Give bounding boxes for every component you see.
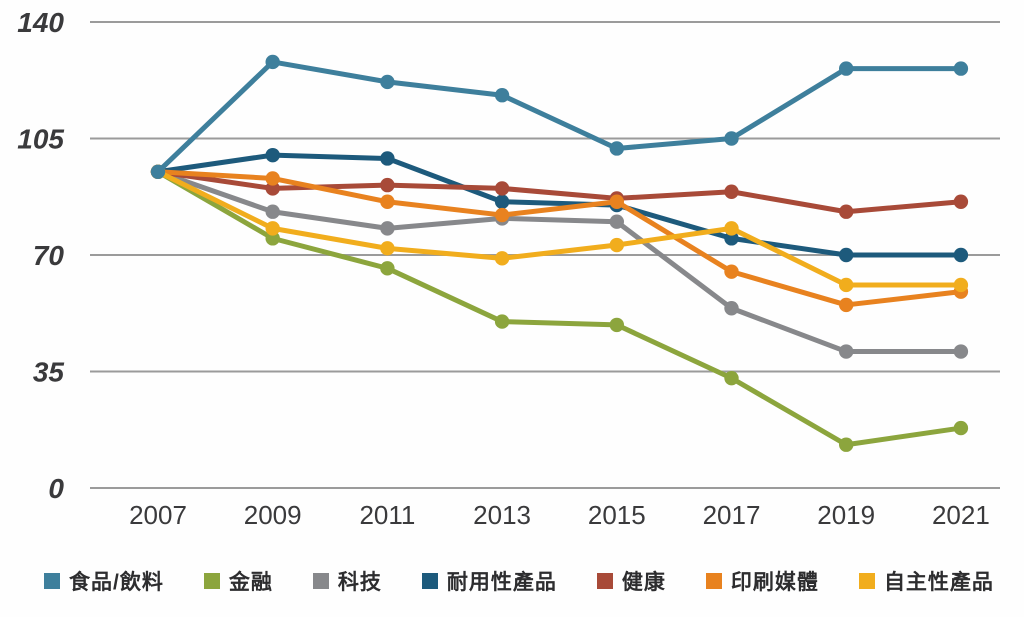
legend-label: 自主性產品: [883, 571, 994, 594]
data-point-marker: [494, 251, 510, 266]
legend-item: 食品/飲料: [44, 566, 164, 596]
data-point-marker: [953, 344, 969, 359]
data-point-marker: [609, 194, 624, 209]
legend-swatch-icon: [312, 573, 329, 589]
legend-item: 耐用性產品: [421, 566, 557, 596]
legend-swatch-icon: [203, 573, 220, 589]
data-point-marker: [150, 164, 166, 179]
data-point-marker: [839, 277, 854, 293]
legend-label: 科技: [337, 571, 382, 594]
x-axis-tick-label: 2009: [244, 500, 302, 530]
series-line-6: [155, 169, 964, 288]
data-point-marker: [953, 61, 969, 76]
data-point-marker: [839, 247, 854, 263]
data-point-marker: [609, 317, 624, 333]
data-point-marker: [724, 131, 739, 146]
data-point-marker: [265, 221, 280, 236]
data-point-marker: [609, 237, 624, 253]
data-point-marker: [839, 344, 854, 359]
legend-swatch-icon: [44, 573, 60, 589]
data-point-marker: [380, 221, 395, 236]
data-point-marker: [494, 194, 510, 209]
data-point-marker: [494, 207, 510, 223]
data-point-marker: [953, 247, 969, 263]
x-axis-tick-label: 2011: [359, 500, 415, 530]
series-line-5: [155, 169, 964, 308]
legend-swatch-icon: [705, 573, 722, 589]
series-line-0: [155, 59, 964, 175]
series-line-4: [155, 169, 964, 215]
data-point-marker: [380, 194, 395, 209]
data-point-marker: [724, 221, 739, 236]
data-point-marker: [953, 194, 969, 209]
legend-item: 健康: [596, 566, 666, 596]
legend-label: 金融: [228, 571, 273, 594]
legend-item: 印刷媒體: [705, 566, 819, 596]
legend-label: 印刷媒體: [730, 571, 819, 594]
data-point-marker: [724, 231, 739, 246]
data-point-marker: [839, 297, 854, 313]
y-axis-tick-label: 0: [48, 473, 64, 504]
y-axis-tick-label: 35: [33, 357, 65, 388]
series-line-3: [155, 152, 964, 258]
data-point-marker: [953, 277, 969, 293]
legend-item: 科技: [312, 566, 382, 596]
data-point-marker: [380, 74, 395, 90]
y-axis-tick-label: 70: [33, 240, 65, 271]
legend-label: 健康: [621, 571, 666, 594]
x-axis-tick-label: 2019: [817, 500, 875, 530]
legend-swatch-icon: [596, 573, 613, 589]
data-point-marker: [494, 88, 510, 103]
data-point-marker: [839, 437, 854, 452]
data-point-marker: [265, 231, 280, 246]
x-axis-tick-label: 2007: [129, 500, 187, 530]
data-point-marker: [265, 171, 280, 186]
data-point-marker: [265, 147, 280, 163]
data-point-marker: [265, 181, 280, 196]
legend-swatch-icon: [421, 573, 438, 589]
data-point-marker: [380, 261, 395, 276]
legend-item: 金融: [203, 566, 273, 596]
y-axis-tick-label: 105: [17, 124, 64, 155]
legend-label: 食品/飲料: [69, 571, 164, 594]
legend-label: 耐用性產品: [446, 571, 557, 594]
chart-plot-area: 0 35 70 105 140 2007 2009 2011 2013 2015 2017 2019 2…: [17, 7, 1000, 530]
chart-legend: 食品/飲料 金融 科技 耐用性產品 健康 印刷媒體 自主性產品: [0, 560, 1024, 602]
series-line-1: [155, 169, 964, 448]
data-point-marker: [724, 301, 739, 316]
data-point-marker: [380, 177, 395, 193]
legend-swatch-icon: [858, 573, 875, 589]
data-point-marker: [839, 61, 854, 76]
data-point-marker: [839, 204, 854, 219]
y-axis-tick-label: 140: [17, 7, 64, 38]
legend-item: 自主性產品: [858, 566, 994, 596]
data-point-marker: [494, 314, 510, 329]
x-axis-tick-label: 2013: [473, 500, 531, 530]
data-point-marker: [265, 204, 280, 219]
data-point-marker: [609, 141, 624, 156]
data-point-marker: [724, 264, 739, 279]
x-axis-tick-label: 2021: [932, 500, 990, 530]
data-point-marker: [724, 370, 739, 386]
data-point-marker: [724, 184, 739, 199]
series-line-2: [155, 169, 964, 355]
data-point-marker: [380, 241, 395, 256]
data-point-marker: [265, 54, 280, 70]
x-axis-tick-label: 2017: [703, 500, 761, 530]
data-point-marker: [953, 420, 969, 436]
x-axis-tick-label: 2015: [588, 500, 646, 530]
data-point-marker: [380, 151, 395, 166]
data-point-marker: [494, 181, 510, 196]
data-point-marker: [609, 214, 624, 229]
